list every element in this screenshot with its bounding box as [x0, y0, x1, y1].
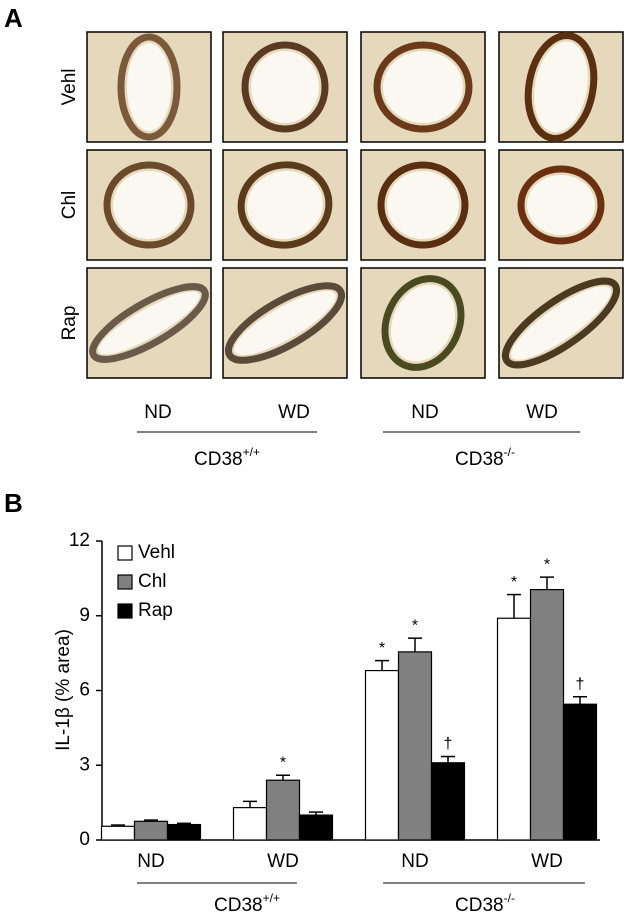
column-label: WD [278, 402, 310, 423]
vessel-wall [241, 41, 329, 133]
bar [364, 669, 400, 841]
vessel-lumen [113, 171, 185, 239]
vessel-wall [373, 41, 473, 133]
row-label: Chl [59, 191, 80, 220]
bar [529, 588, 565, 841]
vessel-lumen [127, 43, 171, 131]
x-tick-label: WD [267, 851, 299, 872]
x-tick-label: ND [401, 851, 428, 872]
column-label: ND [411, 402, 438, 423]
group-superscript: -/- [504, 445, 515, 459]
vessel-wall [224, 282, 346, 364]
group-name: CD38 [214, 895, 263, 916]
vessel-wall [377, 161, 469, 249]
vessel-lumen [527, 175, 595, 235]
panel-label: A [4, 3, 23, 33]
significance-marker: * [280, 754, 286, 771]
column-label: WD [526, 402, 558, 423]
legend-label: Rap [138, 600, 173, 621]
legend-label: Vehl [138, 542, 175, 563]
group-label: CD38-/- [455, 445, 515, 470]
vessel-lumen [511, 286, 611, 360]
bar [100, 825, 136, 841]
significance-marker: † [576, 676, 585, 693]
significance-marker: * [544, 556, 550, 573]
group-name: CD38 [455, 895, 504, 916]
significance-marker: * [511, 574, 517, 591]
vessel-lumen [534, 41, 588, 133]
significance-marker: * [412, 617, 418, 634]
vessel-wall [103, 161, 195, 249]
bar [166, 823, 202, 841]
y-axis-label: IL-1β (% area) [53, 629, 74, 751]
bar [265, 779, 301, 841]
y-tick-label: 6 [79, 680, 90, 701]
group-name: CD38 [455, 449, 504, 470]
x-tick-label: WD [531, 851, 563, 872]
vessel-lumen [98, 291, 200, 355]
group-name: CD38 [194, 449, 243, 470]
vessel-lumen [251, 51, 319, 123]
group-label: CD38+/+ [194, 445, 260, 470]
y-tick-label: 3 [79, 754, 90, 775]
group-label: CD38-/- [455, 891, 515, 916]
vessel-wall [501, 277, 621, 369]
bar [232, 807, 268, 841]
y-tick-label: 12 [69, 530, 90, 551]
vessel-wall [89, 283, 209, 363]
legend-swatch [117, 545, 133, 561]
significance-marker: † [444, 736, 453, 753]
bar [298, 814, 334, 841]
y-tick-label: 9 [79, 605, 90, 626]
group-superscript: +/+ [263, 891, 280, 905]
bar [430, 762, 466, 841]
vessel-lumen [247, 170, 323, 240]
vessel-wall [524, 31, 598, 143]
bar [133, 820, 169, 841]
vessel-wall [117, 33, 181, 141]
panel-label: B [4, 488, 23, 518]
legend-swatch [117, 603, 133, 619]
legend-label: Chl [138, 571, 167, 592]
vessel-lumen [387, 171, 459, 239]
bar [397, 651, 433, 841]
vessel-lumen [234, 290, 336, 356]
significance-marker: * [379, 640, 385, 657]
vessel-lumen [390, 284, 456, 362]
y-tick-label: 0 [79, 829, 90, 850]
group-superscript: +/+ [243, 445, 260, 459]
bar [496, 617, 532, 841]
vessel-wall [517, 165, 605, 245]
vessel-wall [381, 275, 465, 371]
row-label: Rap [59, 306, 80, 341]
legend-swatch [117, 574, 133, 590]
bar [562, 703, 598, 841]
vessel-lumen [383, 51, 463, 123]
vessel-wall [237, 161, 333, 249]
x-tick-label: ND [137, 851, 164, 872]
group-superscript: -/- [504, 891, 515, 905]
group-label: CD38+/+ [214, 891, 280, 916]
row-label: Vehl [59, 69, 80, 106]
column-label: ND [144, 402, 171, 423]
